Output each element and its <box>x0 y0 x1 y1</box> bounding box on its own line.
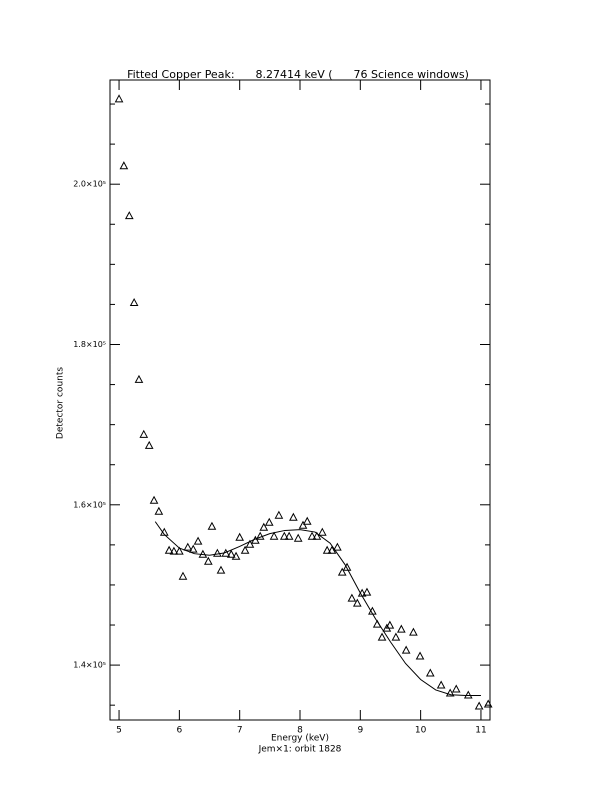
data-point <box>451 684 461 693</box>
data-point <box>396 624 406 633</box>
data-point <box>401 645 411 654</box>
y-tick-label: 1.8×10⁵ <box>73 340 106 349</box>
data-point <box>463 690 473 699</box>
x-tick-label: 7 <box>237 726 243 736</box>
data-point <box>337 567 347 576</box>
data-point <box>342 562 352 571</box>
data-point <box>317 527 327 536</box>
data-point <box>289 512 298 521</box>
x-tick-label: 8 <box>297 726 303 736</box>
y-tick-label: 2.0×10⁵ <box>73 180 106 189</box>
data-point <box>425 668 435 677</box>
data-point <box>226 549 236 558</box>
x-tick-label: 10 <box>415 726 427 736</box>
x-tick-label: 9 <box>357 726 363 736</box>
data-point <box>259 522 269 531</box>
y-axis-label: Detector counts <box>56 367 66 439</box>
data-point <box>436 680 446 689</box>
data-point <box>483 699 493 708</box>
data-point <box>307 531 317 540</box>
data-point <box>269 531 279 540</box>
data-point <box>245 539 255 548</box>
subtitle: Jem×1: orbit 1828 <box>258 745 342 755</box>
data-point <box>352 598 362 607</box>
data-point <box>362 587 372 596</box>
data-point <box>391 632 401 641</box>
chart-title: Fitted Copper Peak: 8.27414 keV ( 76 Sci… <box>127 68 469 81</box>
data-point <box>240 545 250 554</box>
data-point <box>347 593 357 602</box>
data-point <box>333 542 342 551</box>
data-point <box>385 620 395 629</box>
x-tick-label: 6 <box>176 726 182 736</box>
data-point <box>474 701 484 710</box>
data-point <box>129 298 139 307</box>
data-point <box>193 536 203 545</box>
data-point <box>213 548 222 557</box>
data-point <box>216 565 226 574</box>
fit-line <box>154 521 481 697</box>
y-tick-label: 1.6×10⁵ <box>73 500 106 509</box>
data-point <box>279 531 289 540</box>
data-point <box>235 532 245 541</box>
data-point <box>264 517 274 526</box>
data-point <box>409 627 418 636</box>
data-point <box>255 531 265 540</box>
data-point <box>293 533 303 542</box>
data-point <box>312 531 322 540</box>
data-point <box>415 651 425 660</box>
data-point <box>322 545 332 554</box>
x-tick-label: 5 <box>116 726 122 736</box>
data-point <box>124 211 134 220</box>
data-point <box>203 556 213 565</box>
data-point <box>139 429 149 438</box>
data-point <box>175 546 184 555</box>
data-point <box>274 510 284 519</box>
data-point <box>298 520 308 529</box>
data-point <box>144 440 154 449</box>
data-point <box>207 521 217 530</box>
data-point <box>445 688 455 697</box>
data-point <box>231 551 241 560</box>
data-point <box>169 546 179 555</box>
data-point <box>164 545 174 554</box>
data-point <box>377 632 387 641</box>
y-tick-label: 1.4×10⁵ <box>73 661 106 670</box>
data-point <box>119 161 129 170</box>
data-point <box>134 374 144 383</box>
data-point <box>149 495 159 504</box>
data-point <box>178 571 188 580</box>
x-tick-label: 11 <box>475 726 486 736</box>
data-point <box>284 531 294 540</box>
data-point <box>154 506 164 515</box>
x-axis-label: Energy (keV) <box>271 734 329 744</box>
data-point <box>183 542 193 551</box>
data-point <box>114 94 124 103</box>
data-point <box>188 544 198 553</box>
data-point <box>302 516 312 525</box>
